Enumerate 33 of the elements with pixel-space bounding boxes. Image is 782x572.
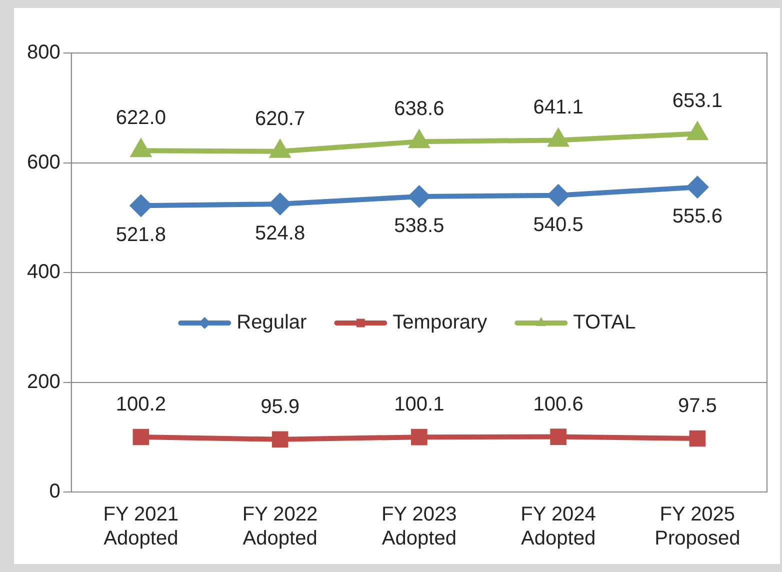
data-label: 620.7 xyxy=(255,108,306,130)
data-label: 540.5 xyxy=(533,214,584,236)
x-tick-label: FY 2025 Proposed xyxy=(654,504,740,550)
y-tick-label: 400 xyxy=(26,261,60,284)
data-label: 100.2 xyxy=(116,394,166,416)
point xyxy=(272,431,288,448)
legend-label: Regular xyxy=(236,312,308,334)
data-label: 538.5 xyxy=(394,215,444,238)
data-label: 100.6 xyxy=(533,393,584,416)
data-label: 622.0 xyxy=(116,107,166,130)
data-label: 653.1 xyxy=(672,90,722,112)
data-label: 95.9 xyxy=(260,396,300,418)
point xyxy=(550,428,566,445)
x-tick-label: FY 2021 Adopted xyxy=(103,504,179,550)
legend-label: Temporary xyxy=(392,312,488,334)
point xyxy=(411,428,428,446)
data-label: 641.1 xyxy=(533,96,584,119)
y-tick-label: 800 xyxy=(26,42,60,64)
data-label: 521.8 xyxy=(116,224,166,246)
y-tick-label: 600 xyxy=(26,151,60,174)
data-label: 555.6 xyxy=(672,206,722,228)
data-label: 97.5 xyxy=(678,395,717,418)
point xyxy=(689,430,706,447)
data-label: 638.6 xyxy=(394,98,444,120)
legend-label: TOTAL xyxy=(573,312,636,334)
point xyxy=(132,428,150,446)
x-tick-label: FY 2022 Adopted xyxy=(242,504,318,550)
x-tick-label: FY 2023 Adopted xyxy=(382,504,457,550)
data-label: 100.1 xyxy=(394,394,444,416)
data-label: 524.8 xyxy=(255,222,306,245)
x-tick-label: FY 2024 Adopted xyxy=(520,504,596,550)
y-tick-label: 200 xyxy=(26,370,60,393)
y-tick-label: 0 xyxy=(49,480,60,503)
